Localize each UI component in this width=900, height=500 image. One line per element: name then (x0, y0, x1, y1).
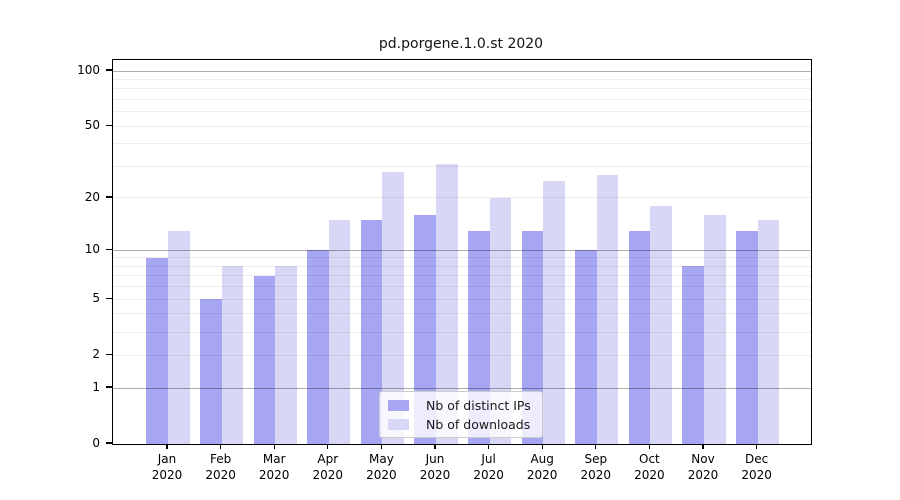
x-tick-label-sep: Sep 2020 (580, 452, 612, 482)
gridline-minor-60 (113, 111, 811, 113)
x-tick-label-jan: Jan 2020 (151, 452, 183, 482)
bar-nb-of-downloads-jan (168, 230, 190, 444)
x-tick-mark-jun (434, 444, 436, 450)
y-tick-mark-10 (106, 248, 112, 250)
bar-nb-of-distinct-ips-jan (146, 257, 168, 444)
x-tick-mark-may (380, 444, 383, 450)
x-tick-mark-jan (166, 444, 168, 450)
x-tick-mark-nov (702, 444, 704, 450)
gridline-minor-40 (113, 143, 811, 145)
gridline-minor-50 (113, 125, 811, 127)
bar-nb-of-distinct-ips-may (360, 219, 383, 444)
gridline-minor-80 (113, 88, 811, 90)
gridline-minor-7 (113, 275, 811, 277)
bar-nb-of-downloads-jul (489, 197, 512, 444)
bar-nb-of-distinct-ips-oct (628, 230, 651, 444)
x-tick-label-oct: Oct 2020 (634, 452, 665, 482)
x-tick-mark-dec (755, 444, 758, 450)
y-tick-mark-1 (106, 386, 112, 388)
x-tick-label-apr: Apr 2020 (312, 452, 344, 482)
gridline-minor-6 (113, 286, 811, 288)
gridline-minor-9 (113, 257, 811, 259)
bar-nb-of-downloads-may (382, 171, 405, 444)
legend-swatch-distinct-ips (388, 399, 409, 411)
bar-nb-of-distinct-ips-mar (253, 275, 276, 444)
bar-nb-of-downloads-sep (596, 174, 619, 444)
legend-row-distinct-ips: Nb of distinct IPs (388, 398, 542, 413)
y-tick-label-50: 50 (84, 118, 100, 133)
legend-swatch-downloads (388, 418, 409, 430)
bar-nb-of-downloads-oct (650, 206, 673, 444)
gridline-major-1 (113, 387, 811, 389)
x-tick-mark-jul (487, 444, 490, 450)
x-tick-label-may: May 2020 (366, 452, 397, 482)
bar-nb-of-downloads-nov (704, 215, 726, 444)
gridline-minor-4 (113, 313, 811, 315)
x-tick-label-jun: Jun 2020 (419, 452, 451, 482)
y-tick-label-10: 10 (84, 242, 100, 257)
legend-label-distinct-ips: Nb of distinct IPs (426, 397, 531, 413)
gridline-major-100 (113, 70, 811, 72)
x-tick-label-jul: Jul 2020 (473, 452, 504, 482)
y-tick-label-5: 5 (92, 291, 100, 306)
plot-area (112, 59, 812, 445)
bar-nb-of-distinct-ips-nov (682, 266, 704, 444)
gridline-minor-2 (113, 354, 811, 356)
bar-nb-of-downloads-mar (275, 266, 297, 444)
gridline-minor-90 (113, 78, 811, 80)
y-tick-label-0: 0 (92, 436, 100, 450)
bar-nb-of-downloads-jun (436, 163, 458, 444)
bar-nb-of-distinct-ips-aug (521, 230, 544, 444)
y-tick-label-2: 2 (92, 347, 100, 362)
gridline-major-10 (113, 249, 811, 251)
legend-row-downloads: Nb of downloads (388, 417, 542, 432)
y-tick-mark-2 (106, 353, 112, 355)
x-tick-label-feb: Feb 2020 (205, 452, 236, 482)
bar-nb-of-distinct-ips-feb (199, 299, 222, 444)
x-tick-mark-aug (541, 444, 543, 450)
x-tick-label-aug: Aug 2020 (526, 452, 558, 482)
y-tick-mark-100 (106, 69, 112, 71)
y-tick-mark-0 (106, 442, 112, 444)
gridline-minor-30 (113, 166, 811, 167)
x-tick-label-mar: Mar 2020 (258, 452, 290, 482)
bar-nb-of-distinct-ips-dec (735, 230, 758, 444)
x-tick-mark-mar (273, 444, 275, 450)
y-tick-mark-50 (106, 124, 112, 126)
legend-label-downloads: Nb of downloads (426, 416, 531, 432)
bar-nb-of-downloads-feb (221, 266, 244, 444)
y-tick-label-20: 20 (84, 189, 100, 204)
y-tick-mark-5 (106, 297, 112, 299)
gridline-minor-8 (113, 265, 811, 267)
x-tick-label-nov: Nov 2020 (687, 452, 719, 482)
bar-nb-of-distinct-ips-apr (307, 250, 329, 444)
gridline-minor-70 (113, 99, 811, 100)
bar-nb-of-distinct-ips-jun (414, 215, 436, 444)
gridline-minor-5 (113, 298, 811, 300)
y-tick-label-1: 1 (92, 380, 100, 394)
x-tick-label-dec: Dec 2020 (741, 452, 772, 482)
bar-nb-of-distinct-ips-sep (575, 250, 597, 444)
bar-nb-of-downloads-aug (543, 180, 565, 444)
bar-nb-of-downloads-dec (757, 219, 780, 444)
bar-nb-of-distinct-ips-jul (467, 230, 490, 444)
x-tick-mark-sep (595, 444, 597, 450)
gridline-minor-3 (113, 331, 811, 333)
chart-title: pd.porgene.1.0.st 2020 (378, 36, 544, 52)
y-tick-label-100: 100 (77, 63, 100, 77)
x-tick-mark-feb (219, 444, 222, 450)
bar-nb-of-downloads-apr (328, 219, 351, 444)
gridline-minor-20 (113, 197, 811, 199)
legend: Nb of distinct IPs Nb of downloads (379, 391, 543, 438)
x-tick-mark-oct (648, 444, 651, 450)
x-tick-mark-apr (327, 444, 329, 450)
y-tick-mark-20 (106, 196, 112, 198)
